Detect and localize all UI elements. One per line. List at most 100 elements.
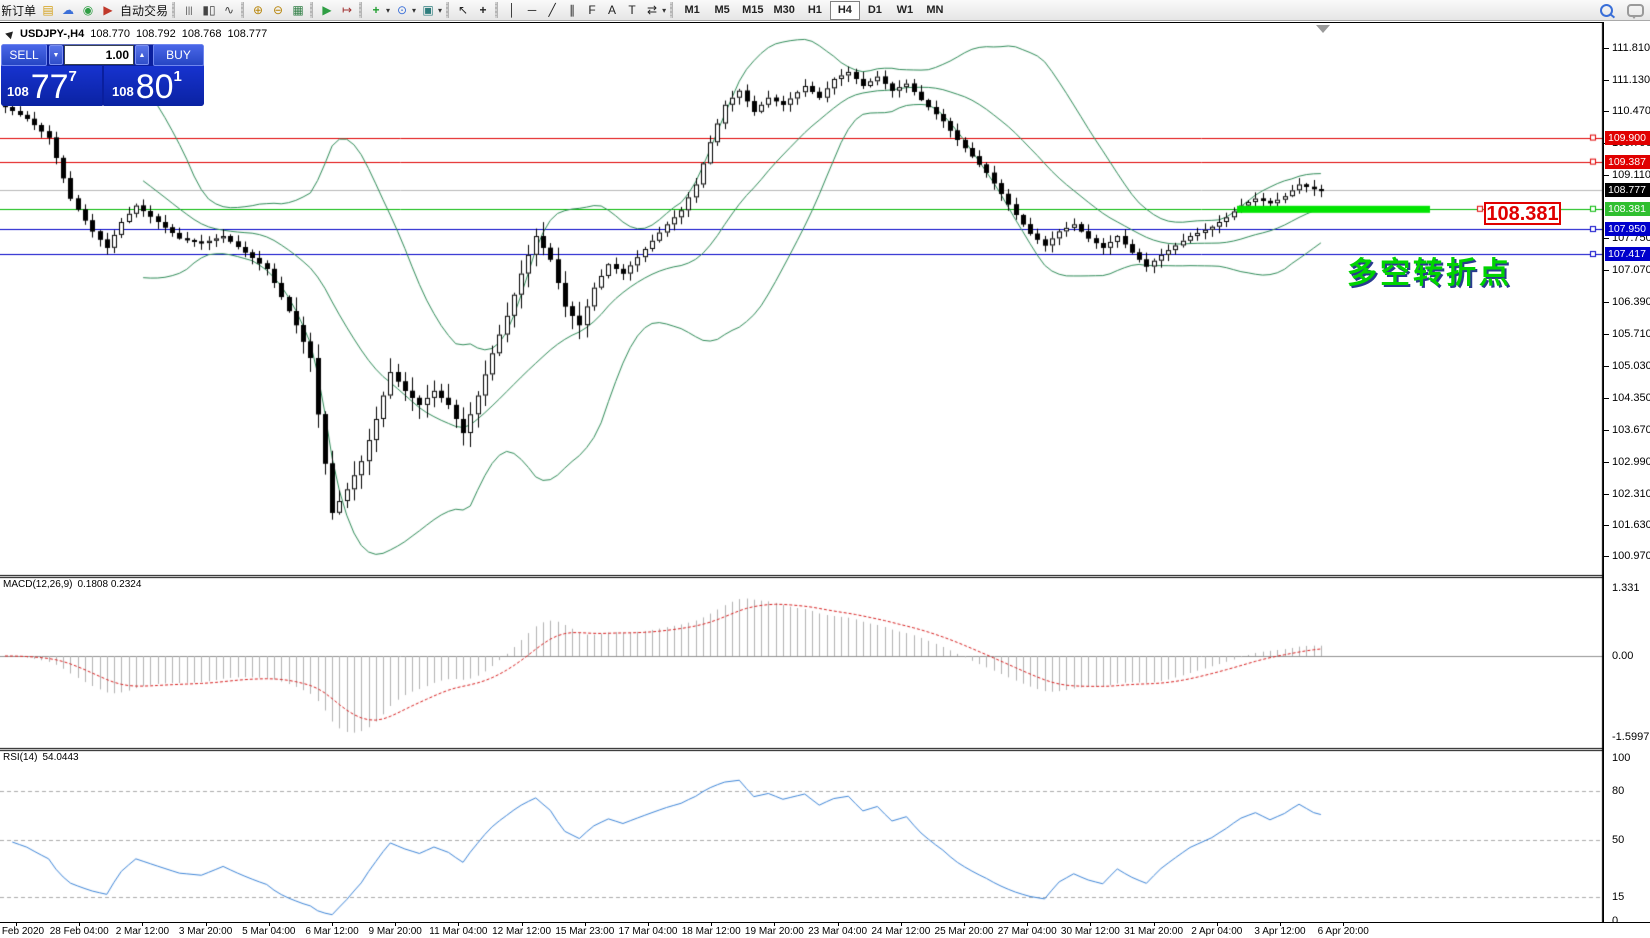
- time-tick: [1343, 923, 1345, 926]
- time-tick: [584, 923, 586, 926]
- auto-scroll-icon[interactable]: ▶: [322, 3, 332, 17]
- price-tick-label: 106.390: [1612, 296, 1650, 309]
- price-level-box[interactable]: 108.381: [1484, 202, 1561, 225]
- time-tick-label: 17 Mar 04:00: [618, 926, 678, 937]
- trendline-icon[interactable]: ╱: [548, 3, 556, 17]
- dropdown-caret-icon[interactable]: ▾: [438, 5, 443, 15]
- toolbar-separator: [495, 2, 499, 18]
- symbol-ohlc-bar: USDJPY-,H4 108.770 108.792 108.768 108.7…: [5, 28, 267, 40]
- time-tick: [774, 923, 776, 926]
- chart-canvas[interactable]: [0, 22, 1603, 922]
- sell-price-sup: 7: [68, 68, 77, 85]
- fibonacci-icon[interactable]: F: [588, 3, 596, 17]
- tf-button-m5[interactable]: M5: [714, 4, 730, 16]
- price-tick-label: 109.110: [1612, 168, 1650, 181]
- templates-icon[interactable]: ▣: [422, 3, 434, 17]
- rsi-tick-label: 15: [1612, 890, 1625, 903]
- axis-tick: [1604, 365, 1609, 367]
- search-icon[interactable]: [1600, 3, 1613, 17]
- time-tick: [648, 923, 649, 926]
- axis-tick: [1604, 48, 1609, 49]
- rsi-tick-label: 100: [1612, 752, 1631, 764]
- periods-icon[interactable]: ⊙: [397, 3, 408, 17]
- tf-button-mn[interactable]: MN: [926, 4, 944, 16]
- new-order-icon[interactable]: ▤: [42, 3, 54, 17]
- axis-tick: [1604, 525, 1609, 527]
- symbol-name: USDJPY-,H4: [20, 28, 85, 40]
- time-tick-label: 24 Mar 12:00: [871, 926, 931, 937]
- arrows-icon[interactable]: ⇄: [647, 3, 658, 17]
- chart-shift-icon[interactable]: ↦: [341, 3, 353, 17]
- time-tick: [79, 923, 81, 926]
- dropdown-caret-icon[interactable]: ▾: [412, 5, 417, 15]
- buy-price-sup: 1: [173, 68, 182, 85]
- toolbar-separator: [172, 2, 176, 18]
- cursor-icon[interactable]: ↖: [458, 3, 469, 17]
- time-tick-label: 6 Mar 12:00: [305, 926, 359, 937]
- crosshair-icon[interactable]: +: [479, 3, 487, 17]
- vertical-line-icon[interactable]: │: [508, 3, 516, 17]
- axis-tick: [1604, 556, 1609, 558]
- tf-button-m15[interactable]: M15: [742, 4, 764, 16]
- dropdown-caret-icon[interactable]: ▾: [386, 5, 391, 15]
- line-chart-icon[interactable]: ∿: [223, 3, 235, 17]
- time-tick: [837, 923, 839, 926]
- buy-button[interactable]: BUY: [153, 44, 204, 66]
- chart-shift-marker-icon[interactable]: [1316, 25, 1330, 33]
- channel-icon[interactable]: ∥: [569, 3, 576, 17]
- time-tick: [458, 923, 460, 926]
- tf-button-w1[interactable]: W1: [896, 4, 914, 16]
- tf-button-h1[interactable]: H1: [807, 4, 822, 16]
- signals-icon[interactable]: ◉: [82, 3, 94, 17]
- tf-button-h4[interactable]: H4: [829, 0, 860, 20]
- autotrade-label[interactable]: 自动交易: [120, 3, 169, 18]
- candle-chart-icon[interactable]: ▮▯: [202, 3, 216, 17]
- sell-price-display[interactable]: 108 77 7: [1, 66, 102, 106]
- time-tick-label: 30 Mar 12:00: [1060, 926, 1120, 937]
- price-axis[interactable]: 111.810111.130110.470109.790109.110107.7…: [1603, 22, 1650, 927]
- bar-chart-icon[interactable]: |||: [185, 4, 193, 15]
- time-tick-label: 26 Feb 2020: [0, 926, 45, 937]
- time-tick: [16, 923, 17, 926]
- indicators-icon[interactable]: +: [372, 3, 380, 17]
- volume-decrease-button[interactable]: ▼: [49, 45, 63, 65]
- tf-button-d1[interactable]: D1: [867, 4, 882, 16]
- toolbar-separator: [670, 2, 674, 18]
- macd-values: 0.1808 0.2324: [77, 579, 142, 590]
- time-axis[interactable]: 26 Feb 2020 28 Feb 04:00 2 Mar 12:00 3 Mar …: [0, 922, 1650, 938]
- zoom-out-icon[interactable]: ⊖: [272, 3, 284, 17]
- buy-price-display[interactable]: 108 80 1: [104, 66, 204, 106]
- ohlc-open: 108.770: [90, 28, 130, 40]
- toolbar-right: [1600, 3, 1644, 19]
- zoom-in-icon[interactable]: ⊕: [252, 3, 264, 17]
- chart-marker-icon: [5, 28, 16, 40]
- accounts-icon[interactable]: ☁: [62, 3, 74, 17]
- tile-windows-icon[interactable]: ▦: [292, 3, 304, 17]
- axis-tick: [1604, 110, 1609, 112]
- dropdown-caret-icon[interactable]: ▾: [662, 5, 667, 15]
- time-tick: [142, 923, 144, 926]
- time-tick: [268, 923, 270, 926]
- rsi-name: RSI(14): [3, 752, 38, 763]
- text-label-icon[interactable]: T: [628, 3, 636, 17]
- price-marker-label: 108.777: [1605, 183, 1650, 198]
- volume-input[interactable]: [64, 45, 134, 65]
- macd-tick-label: 1.331: [1612, 582, 1640, 595]
- price-tick-label: 104.350: [1612, 391, 1650, 404]
- horizontal-line-icon[interactable]: ─: [527, 3, 537, 17]
- chart-border: [0, 22, 1603, 23]
- text-icon[interactable]: A: [608, 3, 617, 17]
- axis-tick: [1604, 429, 1609, 431]
- volume-increase-button[interactable]: ▲: [135, 45, 149, 65]
- chat-icon[interactable]: [1627, 3, 1644, 19]
- turning-point-text: 多空转折点: [1347, 257, 1512, 290]
- tf-button-m1[interactable]: M1: [684, 4, 700, 16]
- autotrade-icon[interactable]: ▶: [103, 3, 113, 17]
- rsi-tick-label: 80: [1612, 784, 1625, 797]
- sell-button[interactable]: SELL: [1, 44, 47, 66]
- toolbar: 新订单 ▤ ☁ ◉ ▶ 自动交易 ||| ▮▯ ∿ ⊕ ⊖ ▦ ▶ ↦ + ▾ ⊙ ▾ ▣ ▾ ↖ + │ ─ ╱ ∥ F A T ⇄ ▾ …: [0, 0, 1650, 21]
- new-order-button[interactable]: 新订单: [2, 3, 36, 18]
- tf-button-m30[interactable]: M30: [773, 4, 795, 16]
- buy-price-big: 80: [135, 68, 174, 106]
- time-tick-label: 27 Mar 04:00: [997, 926, 1057, 937]
